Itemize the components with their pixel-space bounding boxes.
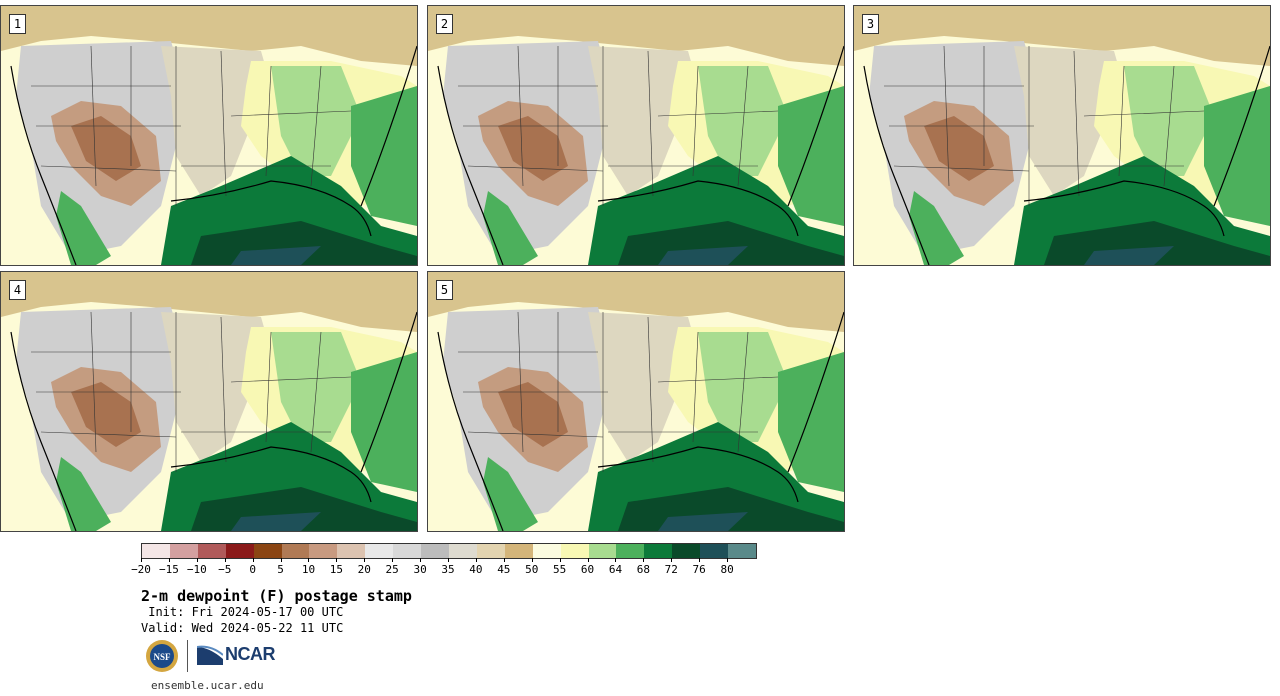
colorbar-tick-label: −10 [186,563,207,576]
colorbar-tick-label: −5 [218,563,232,576]
colorbar-tick-mark [196,558,198,562]
colorbar-tick-label: 30 [413,563,427,576]
panel-number: 2 [436,14,453,34]
colorbar-swatch [281,544,310,558]
colorbar-tick-mark [420,558,422,562]
colorbar-swatch [476,544,505,558]
colorbar-tick-label: 45 [497,563,511,576]
ncar-mark-icon [197,645,223,665]
colorbar-swatch [504,544,533,558]
dewpoint-map [854,6,1270,265]
colorbar-tick-mark [587,558,589,562]
colorbar-swatch [448,544,477,558]
colorbar-tick-mark [699,558,701,562]
valid-time: Valid: Wed 2024-05-22 11 UTC [141,621,344,635]
colorbar-tick-mark [643,558,645,562]
colorbar-tick-label: 68 [636,563,650,576]
map-panel-1: 1 [0,5,418,266]
colorbar-tick-mark [531,558,533,562]
colorbar-tick-label: 35 [441,563,455,576]
map-panel-4: 4 [0,271,418,532]
colorbar-tick-label: 55 [553,563,567,576]
colorbar-tick-label: 64 [608,563,623,576]
colorbar-swatch [421,544,449,558]
colorbar-swatch [393,544,422,558]
colorbar-tick-label: 20 [357,563,371,576]
colorbar-tick-mark [224,558,226,562]
colorbar-swatch [560,544,589,558]
colorbar-tick-label: 40 [469,563,483,576]
ncar-logo-text: NCAR [225,644,276,664]
colorbar-tick-mark [308,558,310,562]
colorbar-tick-mark [615,558,617,562]
plot-title: 2-m dewpoint (F) postage stamp [141,587,412,605]
dewpoint-map [428,6,844,265]
colorbar-swatch [588,544,617,558]
colorbar-tick-label: 25 [385,563,399,576]
colorbar-tick-mark [364,558,366,562]
colorbar-tick-mark [336,558,338,562]
colorbar [141,543,757,559]
colorbar-swatch [169,544,198,558]
colorbar-tick-label: 50 [525,563,539,576]
colorbar-tick-label: −20 [131,563,151,576]
panel-number: 1 [9,14,26,34]
colorbar-swatch [616,544,645,558]
colorbar-tick-mark [448,558,449,562]
colorbar-tick-label: 60 [580,563,595,576]
colorbar-tick-label: −15 [158,563,179,576]
colorbar-swatch [142,544,170,558]
colorbar-swatch [309,544,338,558]
colorbar-tick-mark [141,558,142,562]
colorbar-swatch [672,544,701,558]
map-panel-5: 5 [427,271,845,532]
site-url: ensemble.ucar.edu [151,679,264,692]
dewpoint-map [428,272,844,531]
colorbar-swatch [337,544,366,558]
colorbar-swatch [197,544,226,558]
colorbar-swatch [644,544,673,558]
colorbar-tick-mark [280,558,282,562]
map-panel-3: 3 [853,5,1271,266]
colorbar-tick-label: 5 [277,563,284,576]
colorbar-tick-mark [559,558,561,562]
dewpoint-map [1,272,417,531]
panel-number: 4 [9,280,26,300]
colorbar-tick-mark [475,558,477,562]
colorbar-tick-label: 10 [301,563,316,576]
colorbar-tick-label: 72 [664,563,678,576]
colorbar-tick-mark [392,558,394,562]
colorbar-tick-label: 0 [249,563,256,576]
panel-number: 3 [862,14,879,34]
colorbar-swatch [728,544,756,558]
colorbar-tick-label: 76 [692,563,706,576]
dewpoint-map [1,6,417,265]
colorbar-swatch [365,544,394,558]
panel-number: 5 [436,280,453,300]
colorbar-tick-mark [671,558,673,562]
nsf-logo: NSF [146,640,178,672]
logo-divider [187,640,188,672]
colorbar-swatch [700,544,729,558]
colorbar-tick-mark [168,558,170,562]
colorbar-tick-mark [503,558,505,562]
colorbar-swatch [532,544,561,558]
colorbar-tick-label: 80 [720,563,734,576]
map-panel-2: 2 [427,5,845,266]
colorbar-tick-mark [727,558,729,562]
colorbar-swatch [253,544,282,558]
colorbar-swatch [225,544,254,558]
init-time: Init: Fri 2024-05-17 00 UTC [141,605,344,619]
colorbar-tick-mark [252,558,254,562]
colorbar-tick-label: 15 [329,563,343,576]
nsf-logo-text: NSF [153,652,171,662]
ncar-logo: NCAR [197,644,276,665]
